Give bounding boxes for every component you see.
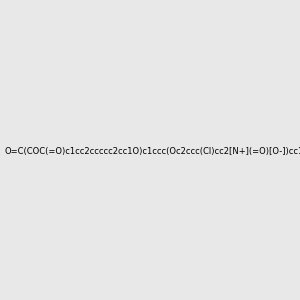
Text: O=C(COC(=O)c1cc2ccccc2cc1O)c1ccc(Oc2ccc(Cl)cc2[N+](=O)[O-])cc1: O=C(COC(=O)c1cc2ccccc2cc1O)c1ccc(Oc2ccc(…: [4, 147, 300, 156]
